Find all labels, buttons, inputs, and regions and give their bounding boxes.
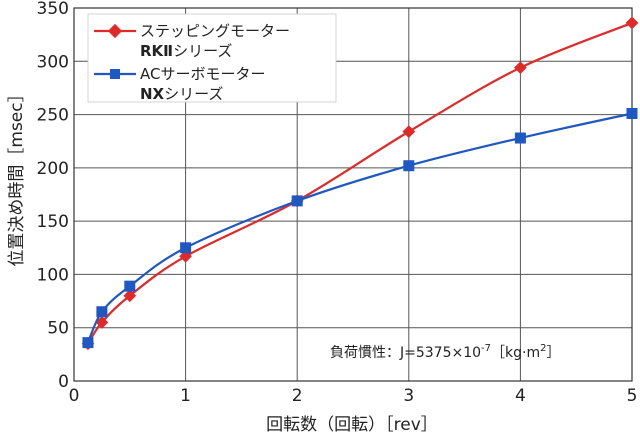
legend-label-servo-line1: ACサーボモーター xyxy=(140,65,265,83)
x-axis-title: 回転数（回転）［rev］ xyxy=(266,415,438,435)
series-1-point-1 xyxy=(96,306,108,318)
annotation-exponent: -7 xyxy=(481,343,491,354)
x-tick-label-3: 3 xyxy=(403,386,414,406)
legend-label-servo-rest: シリーズ xyxy=(164,85,223,103)
series-line-1 xyxy=(86,112,633,344)
x-tick-label-2: 2 xyxy=(292,386,303,406)
annotation-sup: 2 xyxy=(540,343,546,354)
series-1-point-0 xyxy=(82,337,94,349)
legend-label-stepping-bold: RKⅡ xyxy=(140,42,173,60)
y-tick-label-3: 150 xyxy=(37,212,69,232)
legend-label-stepping-line1: ステッピングモーター xyxy=(140,22,290,40)
x-tick-label-0: 0 xyxy=(69,386,80,406)
x-tick-labels: 0 1 2 3 4 5 xyxy=(69,386,638,406)
series-0-point-1 xyxy=(95,316,109,329)
y-tick-label-0: 0 xyxy=(58,372,69,392)
series-1-point-5 xyxy=(403,160,415,172)
legend: ステッピングモーター RKⅡシリーズ ACサーボモーター NXシリーズ xyxy=(87,13,337,103)
load-inertia-annotation: 負荷慣性：J=5375×10-7［kg·m2］ xyxy=(330,343,561,361)
annotation-prefix: 負荷慣性：J=5375×10 xyxy=(330,344,481,361)
x-tick-label-4: 4 xyxy=(515,386,526,406)
legend-label-stepping-line2: RKⅡシリーズ xyxy=(140,42,232,60)
series-0-point-2 xyxy=(123,289,137,303)
series-1-point-4 xyxy=(291,195,303,207)
legend-marker-servo xyxy=(110,69,120,79)
y-tick-label-5: 250 xyxy=(37,106,69,126)
series-1-point-7 xyxy=(626,108,638,120)
annotation-close: ］ xyxy=(547,345,561,361)
y-tick-label-2: 100 xyxy=(37,265,69,285)
y-axis-title: 位置決め時間［msec］ xyxy=(7,85,27,266)
legend-label-stepping-rest: シリーズ xyxy=(173,42,232,60)
series-1-point-3 xyxy=(180,242,192,254)
series-1-point-6 xyxy=(514,132,526,144)
series-0-point-7 xyxy=(625,16,639,30)
annotation-suffix: ［kg·m xyxy=(491,345,540,361)
y-tick-label-4: 200 xyxy=(37,159,69,179)
series-0-point-5 xyxy=(402,125,416,138)
legend-label-servo-line2: NXシリーズ xyxy=(140,85,223,103)
legend-box xyxy=(87,13,337,103)
x-tick-label-1: 1 xyxy=(180,386,191,406)
series-0-point-6 xyxy=(514,61,527,75)
y-tick-labels: 0 50 100 150 200 250 300 350 xyxy=(37,0,69,392)
y-tick-label-1: 50 xyxy=(47,319,69,339)
series-1-point-2 xyxy=(124,280,136,292)
series-1 xyxy=(82,108,638,349)
legend-label-servo-bold: NX xyxy=(140,85,165,103)
y-tick-label-7: 350 xyxy=(37,0,69,19)
plot-frame xyxy=(73,7,633,382)
y-tick-label-6: 300 xyxy=(37,52,69,72)
x-tick-label-5: 5 xyxy=(627,386,638,406)
